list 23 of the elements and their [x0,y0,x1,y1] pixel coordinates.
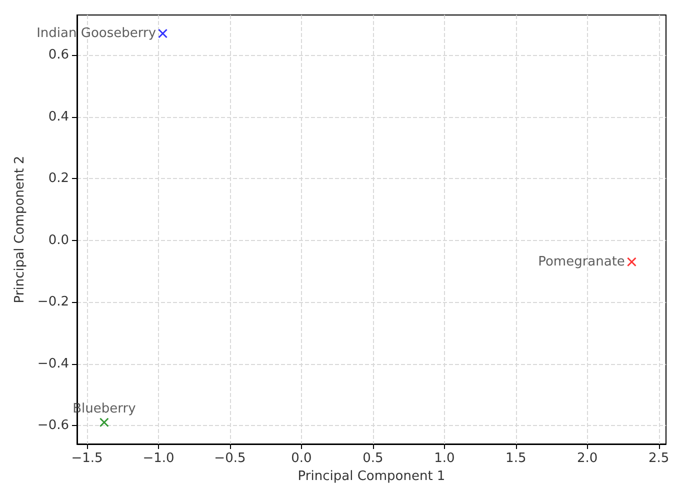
point [626,257,636,267]
point [99,418,109,428]
y-tick-label: −0.6 [37,418,69,433]
y-tick-label: 0.6 [48,48,69,63]
point [158,28,168,38]
x-tick-label: 1.5 [506,451,526,466]
y-axis-title: Principal Component 2 [12,156,28,304]
y-tick-label: −0.2 [37,294,69,310]
x-tick-label: 0.0 [291,451,312,466]
x-tick-label: 1.0 [434,451,455,466]
x-tick-label: −1.0 [142,451,174,466]
y-tick-label: 0.2 [48,171,69,186]
x-tick-label: −1.5 [71,451,103,466]
x-tick-label: 2.5 [648,451,670,466]
y-tick-label: 0.4 [48,109,69,124]
series-label: Pomegranate [538,254,625,270]
y-tick-label: 0.0 [48,232,69,248]
x-tick-label: 0.5 [362,451,384,466]
x-tick-label: −0.5 [214,451,246,466]
series-label: Indian Gooseberry [36,26,156,42]
x-tick-label: 2.0 [577,451,598,466]
x-axis-title: Principal Component 1 [298,469,446,484]
y-tick-label: −0.4 [37,356,69,372]
